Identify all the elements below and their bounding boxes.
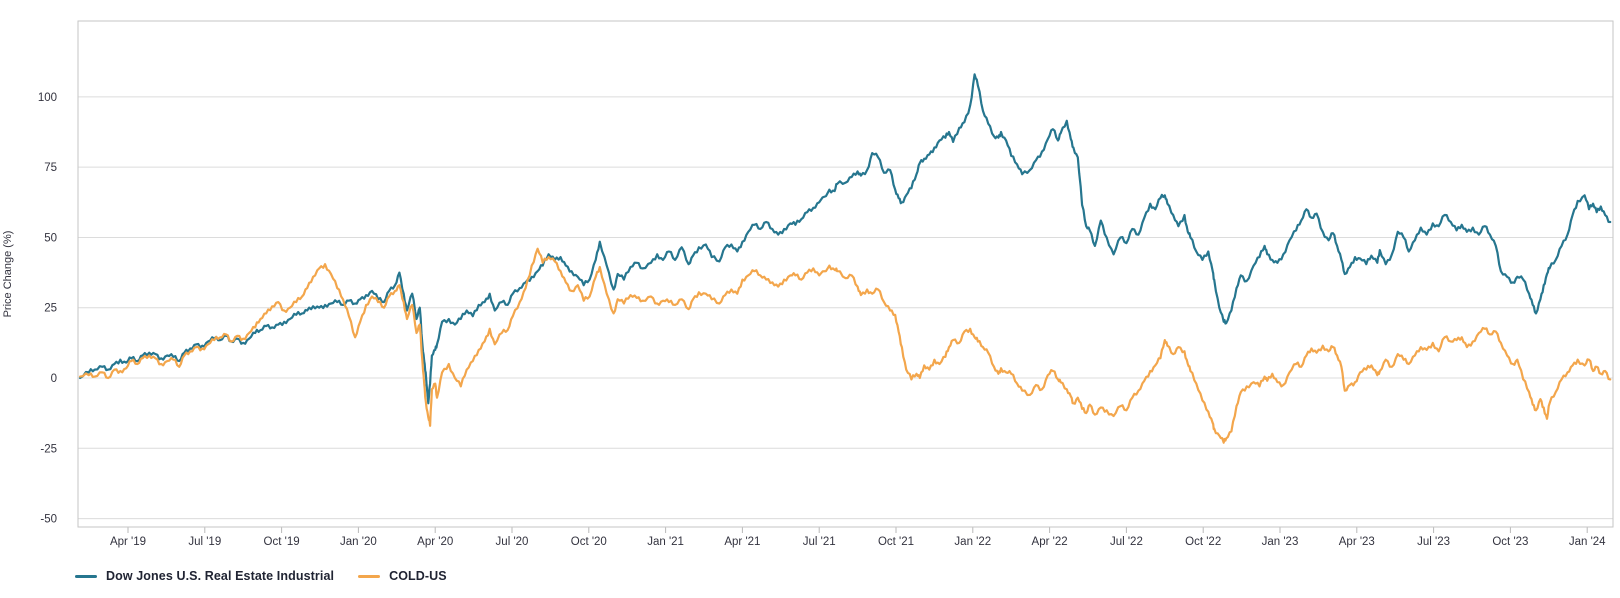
y-tick-label: 100 bbox=[38, 92, 57, 104]
x-tick-label: Apr '21 bbox=[724, 536, 760, 548]
y-axis-title: Price Change (%) bbox=[2, 230, 14, 318]
plot-area-border bbox=[77, 20, 1614, 528]
x-tick-label: Oct '21 bbox=[878, 536, 914, 548]
series-line-cold-us bbox=[78, 247, 1612, 444]
x-tick-label: Jul '20 bbox=[496, 536, 529, 548]
y-tick-label: -50 bbox=[40, 514, 57, 526]
legend: Dow Jones U.S. Real Estate Industrial CO… bbox=[75, 569, 447, 583]
x-tick-label: Jul '23 bbox=[1417, 536, 1450, 548]
y-tick-label: 25 bbox=[44, 303, 57, 315]
legend-swatch-orange bbox=[358, 574, 381, 578]
x-tick-label: Jan '20 bbox=[340, 536, 377, 548]
series-lines bbox=[78, 73, 1612, 444]
x-tick-label: Apr '19 bbox=[110, 536, 146, 548]
gridlines bbox=[78, 96, 1613, 520]
x-tick-label: Jul '21 bbox=[803, 536, 836, 548]
x-tick-label: Jan '21 bbox=[647, 536, 684, 548]
legend-label: COLD-US bbox=[389, 569, 447, 583]
y-tick-label: 75 bbox=[44, 162, 57, 174]
series-line-dow-jones-us-real-estate-industrial bbox=[78, 73, 1612, 405]
x-tick-label: Oct '23 bbox=[1492, 536, 1528, 548]
x-tick-label: Jul '19 bbox=[188, 536, 221, 548]
x-tick-label: Oct '22 bbox=[1185, 536, 1221, 548]
axis-labels: 100 75 50 25 0 -25 -50 Apr '19 Jul '19 Oct '19 Jan… bbox=[38, 92, 1606, 548]
legend-label: Dow Jones U.S. Real Estate Industrial bbox=[106, 569, 335, 583]
legend-item-cold-us[interactable]: COLD-US bbox=[358, 569, 447, 583]
y-tick-label: 50 bbox=[44, 232, 57, 244]
y-tick-label: 0 bbox=[51, 373, 57, 385]
axis-ticks bbox=[127, 527, 1588, 533]
legend-item-dow-jones-us-real-estate-industrial[interactable]: Dow Jones U.S. Real Estate Industrial bbox=[75, 569, 334, 583]
x-tick-label: Jan '24 bbox=[1569, 536, 1606, 548]
x-tick-label: Jan '22 bbox=[954, 536, 991, 548]
x-tick-label: Jul '22 bbox=[1110, 536, 1143, 548]
x-tick-label: Apr '20 bbox=[417, 536, 453, 548]
y-tick-label: -25 bbox=[40, 443, 57, 455]
x-tick-label: Apr '23 bbox=[1339, 536, 1375, 548]
legend-swatch-teal bbox=[75, 574, 97, 578]
x-tick-label: Oct '20 bbox=[571, 536, 607, 548]
x-tick-label: Oct '19 bbox=[264, 536, 300, 548]
x-tick-label: Apr '22 bbox=[1032, 536, 1068, 548]
x-tick-label: Jan '23 bbox=[1262, 536, 1299, 548]
